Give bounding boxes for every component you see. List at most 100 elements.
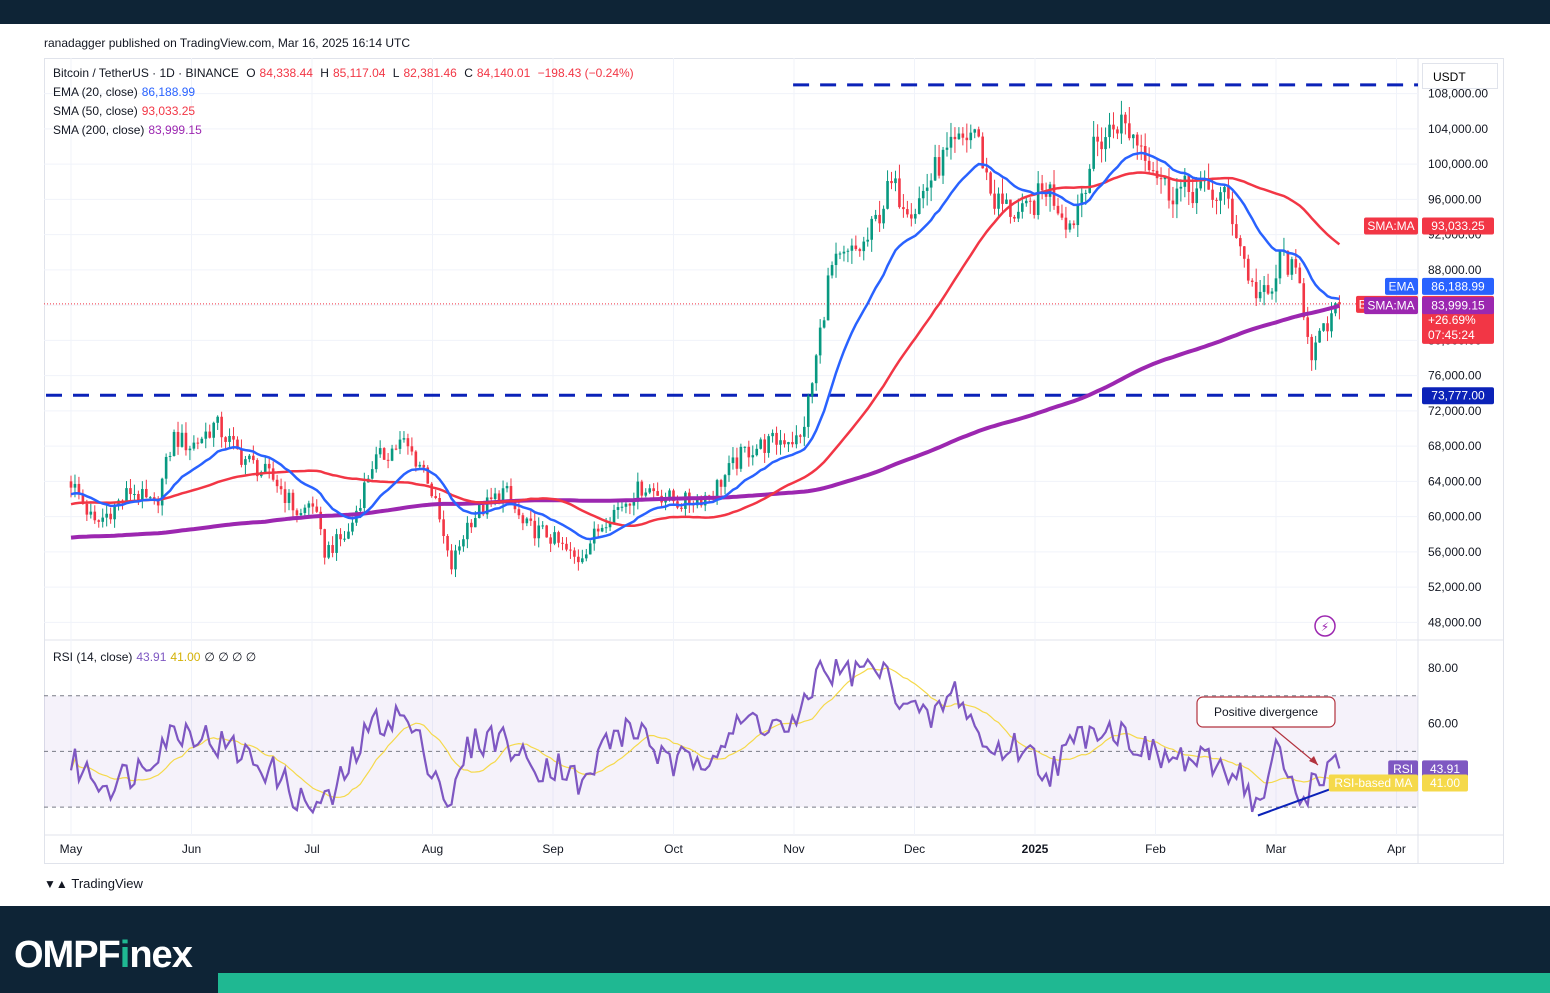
candle-body [204,431,208,439]
candle-body [1104,137,1107,150]
time-tick-label: Jun [182,842,201,856]
candle-body [573,550,576,557]
candle-body [561,542,564,544]
candle-body [834,253,838,266]
legend-ema[interactable]: EMA (20, close) 86,188.99 [53,85,196,99]
candle-body [759,439,763,449]
candle-body [394,448,398,450]
candle-body [145,488,148,498]
annotation-text: Positive divergence [1214,705,1318,719]
candle-body [993,193,996,209]
candle-body [390,448,394,461]
legend-sma50[interactable]: SMA (50, close) 93,033.25 [53,104,196,118]
candle-body [703,495,707,506]
candle-body [783,440,786,445]
candle-body [232,435,235,440]
candle-body [699,497,703,506]
legend-symbol-row: Bitcoin / TetherUS · 1D · BINANCE O 84,33… [53,64,638,83]
annotation-arrow [1271,726,1319,766]
candle-body [1254,281,1258,299]
candle-body [565,543,568,550]
rsi-label-tag: RSI [1393,762,1413,776]
candle-body [569,549,572,551]
candle-body [755,448,759,456]
candle-body [196,442,200,444]
candle-body [311,503,315,507]
candle-body [854,245,858,250]
price-tick-label: 100,000.00 [1428,157,1488,171]
candle-body [886,181,889,209]
candle-body [739,446,743,469]
indicator-label-tag-bg [1385,277,1418,295]
candle-body [466,522,469,540]
candle-body [1302,283,1306,318]
candle-body [481,504,485,515]
candle-body [410,446,414,452]
candle-body [596,528,600,532]
tradingview-logo: ▼▲ TradingView [44,876,143,891]
time-tick-label: Apr [1387,842,1406,856]
candle-body [184,432,188,451]
candle-body [715,480,719,498]
candle-body [1017,211,1020,219]
indicator-label-tag-bg [1364,217,1418,235]
rsi-label-tag: RSI-based MA [1334,776,1412,790]
legend-ohlc-open: O 84,338.44 [246,66,313,80]
candle-body [600,527,604,532]
candle-body [1147,160,1151,171]
candle-body [291,492,295,511]
candle-body [779,440,782,445]
candle-body [874,214,877,219]
candle-body [517,509,521,516]
candle-body [303,507,307,514]
candle-body [287,492,291,503]
candle-body [1242,246,1246,259]
candle-body [398,439,402,449]
candle-body [402,438,406,440]
candle-body [255,460,259,477]
candle-body [795,435,798,445]
candle-body [858,249,862,252]
legend-rsi[interactable]: RSI (14, close) 43.91 41.00 ∅ ∅ ∅ ∅ [53,650,257,664]
indicator-value-tag: 73,777.00 [1431,389,1485,403]
candle-body [850,245,854,251]
legend-sma200[interactable]: SMA (200, close) 83,999.15 [53,123,202,137]
candle-body [1246,258,1250,281]
time-tick-label: Nov [783,842,804,856]
candle-body [545,525,548,538]
candle-body [961,133,965,138]
candle-body [426,467,430,484]
sma200-line [70,303,1340,540]
rsi-label-tag-bg [1328,774,1418,792]
candle-body [846,250,850,252]
indicator-value-tag: 83,999.15 [1431,299,1485,313]
time-tick-label: Jul [304,842,319,856]
candle-body [176,431,180,447]
candle-body [1139,145,1143,147]
rsi-value-tag-bg [1422,760,1468,778]
candle-body [125,488,128,501]
candle-body [624,503,628,507]
time-tick-label: Oct [664,842,683,856]
candle-body [581,558,584,563]
currency-selector[interactable]: USDT [1422,63,1498,89]
indicator-value-tag: 93,033.25 [1431,219,1485,233]
candle-body [339,534,342,540]
candle-body [894,178,897,184]
time-tick-label: Sep [542,842,564,856]
candle-body [652,488,655,492]
candle-body [1215,199,1218,201]
rsi-value-tag: 41.00 [1430,776,1460,790]
candle-body [684,492,687,509]
candle-body [1080,193,1084,205]
candle-body [537,525,541,539]
candle-body [731,457,735,464]
candle-body [323,529,326,558]
candle-body [1112,124,1115,130]
candle-body [1135,134,1139,146]
candle-body [454,550,457,570]
candle-body [458,546,461,551]
candle-body [497,493,501,504]
candle-body [374,454,378,470]
